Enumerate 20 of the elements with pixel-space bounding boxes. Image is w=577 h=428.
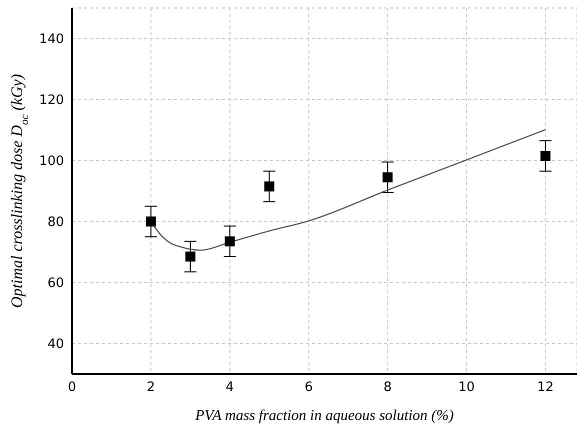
point	[224, 236, 235, 246]
x-tick-label: 4	[226, 380, 234, 396]
x-tick-label: 6	[304, 380, 313, 396]
x-tick-label: 12	[537, 380, 554, 396]
y-tick-label: 60	[47, 276, 64, 292]
point	[185, 252, 196, 262]
y-tick-label: 40	[47, 337, 64, 352]
point	[264, 181, 274, 192]
x-tick-label: 8	[383, 380, 392, 396]
y-tick-label: 80	[47, 215, 64, 230]
point	[540, 150, 550, 161]
x-tick-label: 0	[68, 380, 76, 396]
y-tick-label: 100	[39, 154, 64, 170]
point	[146, 216, 156, 226]
x-tick-label: 10	[458, 380, 475, 396]
y-tick-label: 120	[39, 93, 64, 108]
x-axis-title: PVA mass fraction in aqueous solution (%)	[194, 408, 454, 424]
x-tick-label: 2	[146, 380, 156, 396]
y-tick-label: 140	[39, 32, 64, 48]
point	[382, 172, 393, 182]
